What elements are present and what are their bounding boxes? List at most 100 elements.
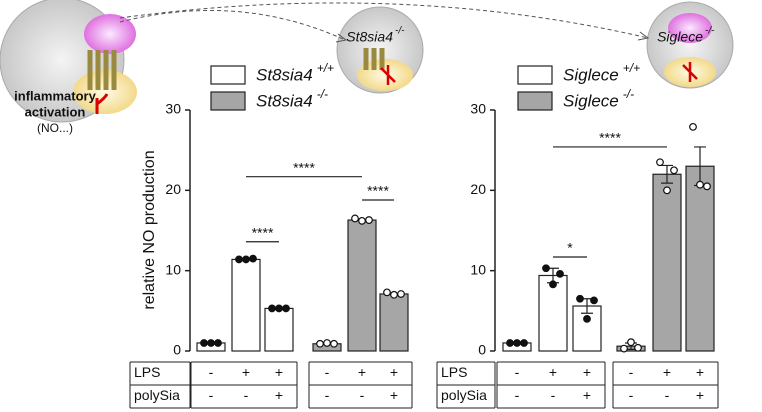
y-tick-label: 20	[165, 181, 181, 197]
y-tick-label: 20	[470, 181, 486, 197]
data-point	[358, 216, 366, 225]
data-point	[268, 304, 276, 313]
label: -/-	[705, 26, 715, 37]
data-point	[542, 264, 550, 273]
label: Siglece	[657, 29, 703, 45]
knockout	[682, 62, 698, 82]
y-tick-label: 10	[470, 261, 486, 277]
illustration: inflammatory activation (NO...) St8sia4 …	[0, 0, 734, 135]
significance-label: *	[567, 240, 573, 256]
y-axis-label: relative NO production	[141, 150, 158, 309]
data-point	[316, 339, 324, 348]
receptor	[87, 50, 117, 90]
table-cell: -	[360, 387, 365, 403]
significance-label: ****	[367, 183, 389, 199]
data-point	[351, 214, 359, 223]
label: activation	[25, 104, 86, 119]
knockout	[380, 65, 396, 85]
legend-superscript: -/-	[317, 87, 328, 101]
data-point	[689, 122, 697, 131]
table-cell: +	[242, 364, 250, 380]
arrowhead	[637, 31, 650, 41]
legend-superscript: +/+	[623, 61, 640, 75]
table-cell: -	[209, 387, 214, 403]
label: inflammatory	[14, 88, 96, 103]
bar	[264, 307, 294, 352]
table-cell: -	[629, 364, 634, 380]
data-point	[656, 158, 664, 167]
bar	[347, 219, 377, 352]
table-cell: -	[209, 364, 214, 380]
table-cell: +	[583, 364, 591, 380]
legend-label: St8sia4	[256, 91, 313, 110]
data-point	[323, 339, 331, 347]
bar	[538, 274, 568, 352]
data-point	[207, 339, 215, 347]
receptor	[363, 48, 385, 70]
data-point	[235, 255, 243, 264]
data-point	[620, 344, 628, 353]
data-point	[214, 339, 222, 347]
table-cell: -	[665, 387, 670, 403]
bar	[685, 165, 715, 352]
data-point	[627, 338, 635, 347]
table-row-label: LPS	[441, 364, 467, 380]
data-point	[282, 304, 290, 313]
data-point	[576, 294, 584, 303]
label: St8sia4	[346, 29, 393, 45]
legend-swatch	[210, 91, 246, 111]
data-point	[275, 304, 283, 313]
data-point	[249, 254, 257, 263]
table-cell: -	[551, 387, 556, 403]
data-point	[383, 288, 391, 297]
arrowhead	[335, 33, 348, 43]
data-point	[583, 314, 591, 323]
y-tick-label: 30	[470, 101, 486, 117]
data-point	[242, 255, 250, 264]
significance-label: ****	[599, 130, 621, 146]
data-point	[549, 280, 557, 289]
nucleus	[668, 13, 712, 43]
legend-label: Siglece	[563, 91, 619, 110]
y-tick-label: 30	[165, 101, 181, 117]
table-row-label: polySia	[134, 387, 180, 403]
table-cell: +	[275, 364, 283, 380]
bar	[231, 258, 261, 352]
data-point	[390, 290, 398, 299]
legend-label: Siglece	[563, 65, 619, 84]
data-point	[634, 343, 642, 352]
significance-label: ****	[293, 159, 315, 175]
data-point	[513, 339, 521, 347]
table-cell: +	[275, 387, 283, 403]
data-point	[520, 339, 528, 347]
bar	[652, 173, 682, 352]
nucleus	[84, 14, 136, 54]
signal	[95, 93, 109, 114]
data-point	[696, 180, 704, 189]
legend-swatch	[517, 91, 553, 111]
table-cell: +	[358, 364, 366, 380]
label: (NO...)	[37, 121, 73, 135]
table-cell: +	[696, 387, 704, 403]
table-cell: +	[663, 364, 671, 380]
arrow	[119, 9, 346, 41]
data-point	[590, 296, 598, 305]
table-cell: +	[696, 364, 704, 380]
legend-swatch	[210, 65, 246, 85]
table-cell: -	[629, 387, 634, 403]
y-tick-label: 0	[173, 342, 181, 358]
data-point	[703, 182, 711, 191]
data-point	[556, 269, 564, 278]
table-cell: -	[515, 364, 520, 380]
table-cell: +	[549, 364, 557, 380]
legend-label: St8sia4	[256, 65, 313, 84]
data-point	[397, 290, 405, 298]
membrane	[357, 59, 413, 91]
label: -/-	[395, 26, 405, 37]
table-cell: +	[390, 387, 398, 403]
legend-swatch	[517, 65, 553, 85]
table-cell: +	[583, 387, 591, 403]
data-point	[330, 339, 338, 348]
